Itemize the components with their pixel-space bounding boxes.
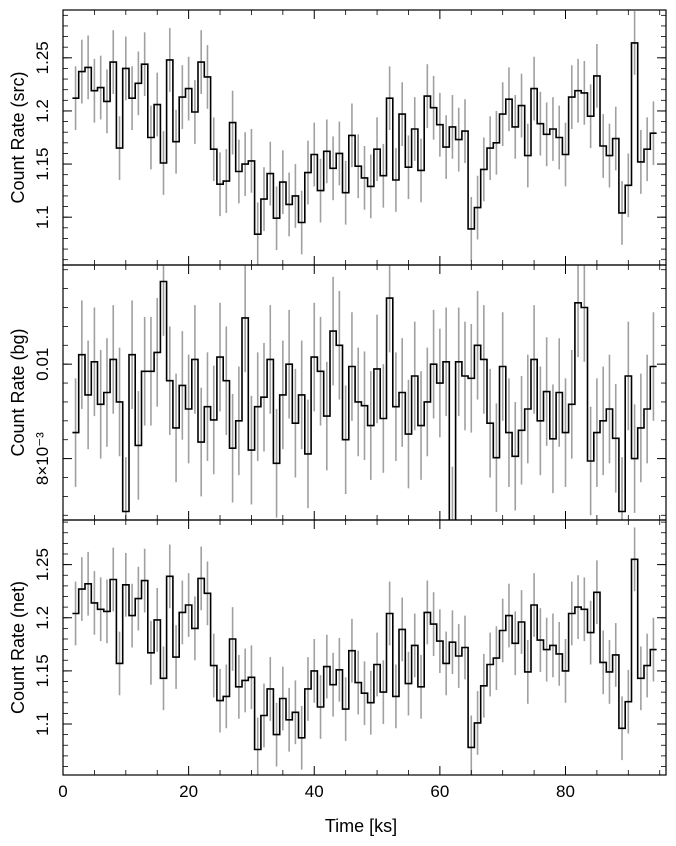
y-tick-label: 1.2 [33, 99, 52, 123]
y-axis-label-net: Count Rate (net) [8, 581, 28, 714]
series-step-line-bg [72, 280, 657, 520]
y-tick-label: 1.2 [33, 606, 52, 630]
plot-area-src [72, 11, 657, 265]
x-tick-label: 80 [556, 782, 575, 801]
y-tick-label: 1.15 [33, 654, 52, 687]
series-step-line-net [72, 558, 657, 751]
x-tick-label: 60 [430, 782, 449, 801]
panel-net: 1.1 1.15 1.2 1.25 Count Rate (net) [8, 519, 667, 776]
panel-bg: 8×10⁻³ 0.01 Count Rate (bg) [8, 264, 667, 521]
x-tick-label: 20 [179, 782, 198, 801]
y-tick-label: 0.01 [33, 348, 52, 381]
series-step-line-src [72, 42, 657, 235]
y-axis-label-bg: Count Rate (bg) [8, 328, 28, 456]
y-axis-label-src: Count Rate (src) [8, 71, 28, 203]
x-axis-label: Time [ks] [325, 816, 397, 836]
x-axis: 0 20 40 60 80 [58, 782, 575, 801]
y-tick-label: 1.25 [33, 41, 52, 74]
y-tick-label: 1.25 [33, 548, 52, 581]
y-tick-label: 1.1 [33, 205, 52, 229]
panel-src: 1.1 1.15 1.2 1.25 Count Rate (src) [8, 9, 667, 266]
y-tick-label: 8×10⁻³ [33, 432, 52, 485]
plot-area-net [72, 527, 657, 775]
y-tick-label: 1.15 [33, 148, 52, 181]
panel-frame [62, 519, 667, 776]
plot-area-bg [72, 265, 657, 520]
x-tick-label: 0 [58, 782, 67, 801]
x-tick-label: 40 [305, 782, 324, 801]
y-tick-label: 1.1 [33, 712, 52, 736]
